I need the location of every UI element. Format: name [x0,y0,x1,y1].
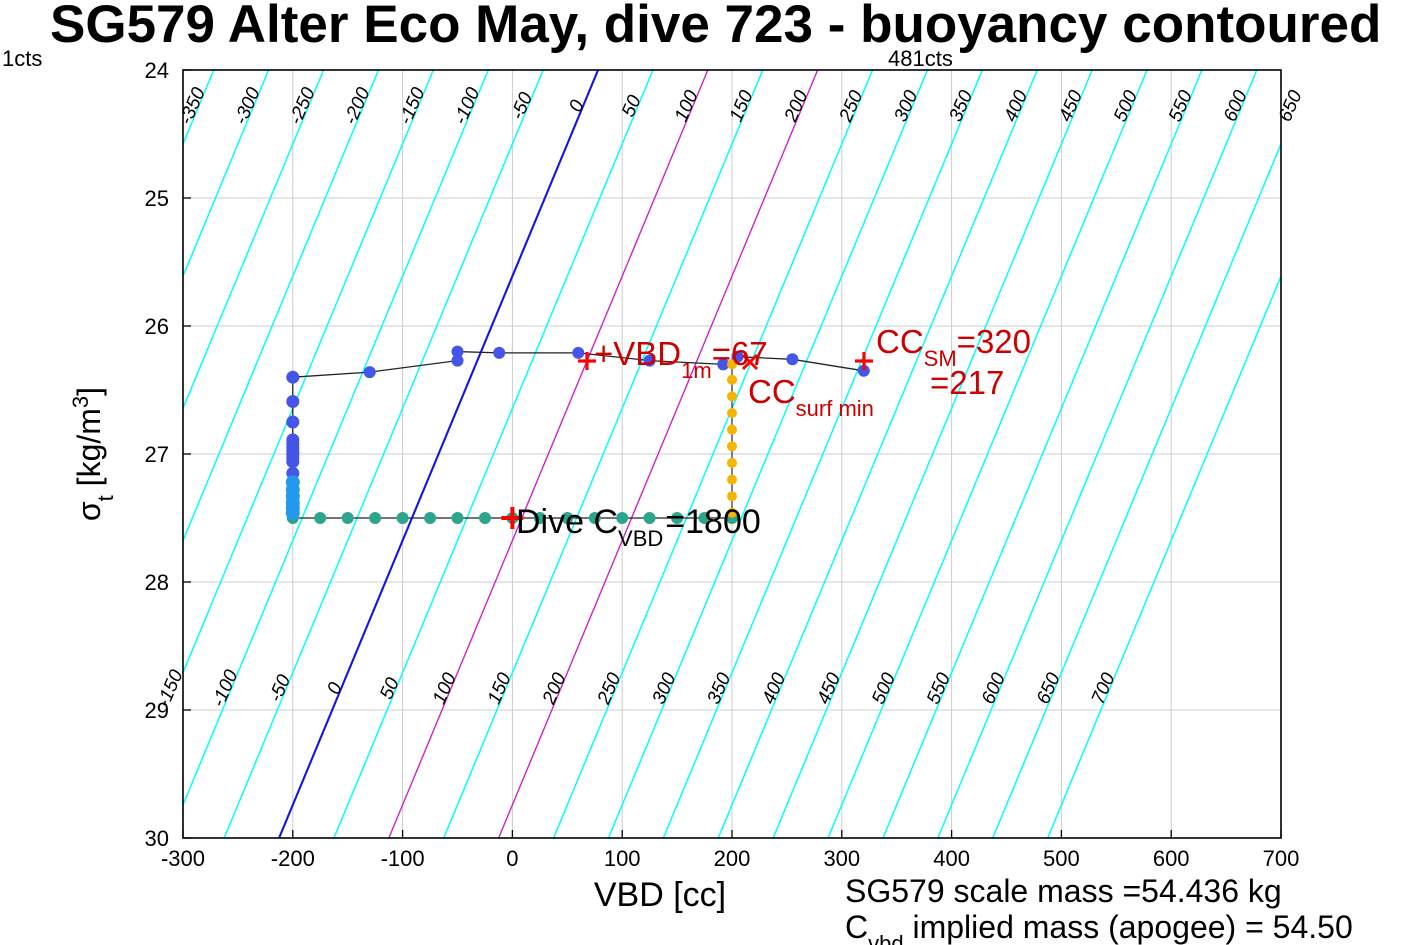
svg-text:=217: =217 [930,364,1004,401]
svg-text:400: 400 [933,846,970,871]
svg-text:200: 200 [714,846,751,871]
svg-text:481cts: 481cts [888,46,953,71]
svg-text:28: 28 [145,570,169,595]
svg-text:-200: -200 [271,846,315,871]
svg-text:Cvbd implied mass (apogee) = 5: Cvbd implied mass (apogee) = 54.50 [845,909,1353,945]
svg-text:600: 600 [1153,846,1190,871]
svg-text:300: 300 [823,846,860,871]
svg-text:100: 100 [604,846,641,871]
svg-text:0: 0 [506,846,518,871]
svg-text:1cts: 1cts [2,46,42,71]
svg-text:700: 700 [1263,846,1300,871]
svg-text:-100: -100 [381,846,425,871]
svg-text:26: 26 [145,314,169,339]
svg-text:VBD [cc]: VBD [cc] [594,876,726,914]
svg-text:SG579 scale mass =54.436 kg: SG579 scale mass =54.436 kg [845,873,1282,909]
svg-text:25: 25 [145,186,169,211]
svg-text:SG579 Alter Eco May, dive 723: SG579 Alter Eco May, dive 723 - buoyancy… [50,0,1381,54]
svg-text:500: 500 [1043,846,1080,871]
svg-text:27: 27 [145,442,169,467]
svg-text:29: 29 [145,698,169,723]
svg-text:24: 24 [145,58,169,83]
svg-text:30: 30 [145,826,169,851]
